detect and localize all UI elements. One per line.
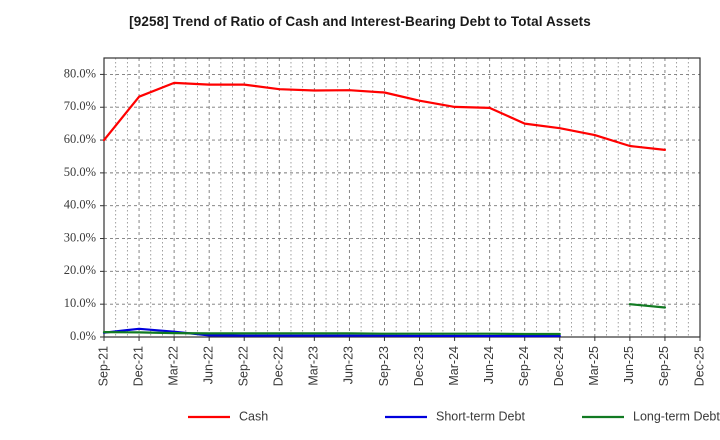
x-axis-tick-label: Sep-21 bbox=[96, 346, 110, 386]
x-axis-tick-label: Dec-25 bbox=[692, 346, 706, 386]
x-axis-tick-label: Sep-23 bbox=[377, 346, 391, 386]
x-axis-tick-label: Dec-22 bbox=[272, 346, 286, 386]
x-axis-tick-label: Jun-23 bbox=[342, 346, 356, 384]
y-axis-tick-label: 0.0% bbox=[70, 329, 96, 343]
legend-label-short-term-debt: Short-term Debt bbox=[436, 409, 525, 423]
x-axis-tick-label: Dec-24 bbox=[552, 346, 566, 386]
legend-label-cash: Cash bbox=[239, 409, 268, 423]
x-axis-tick-label: Jun-24 bbox=[482, 346, 496, 384]
chart-title: [9258] Trend of Ratio of Cash and Intere… bbox=[129, 14, 591, 29]
x-axis-tick-label: Dec-21 bbox=[131, 346, 145, 386]
x-axis-tick-label: Mar-23 bbox=[307, 346, 321, 386]
y-axis-tick-label: 10.0% bbox=[64, 296, 96, 310]
y-axis-tick-label: 80.0% bbox=[64, 66, 96, 80]
x-axis-tick-label: Mar-24 bbox=[447, 346, 461, 386]
series-line-long-term-debt bbox=[102, 331, 561, 336]
y-axis-tick-label: 30.0% bbox=[64, 230, 96, 244]
legend-label-long-term-debt: Long-term Debt bbox=[633, 409, 720, 423]
x-axis-tick-label: Sep-22 bbox=[237, 346, 251, 386]
series-line-long-term-debt bbox=[628, 303, 666, 309]
x-axis-tick-label: Mar-22 bbox=[166, 346, 180, 386]
x-axis-tick-label: Dec-23 bbox=[412, 346, 426, 386]
x-axis-tick-label: Sep-24 bbox=[517, 346, 531, 386]
y-axis-tick-label: 20.0% bbox=[64, 263, 96, 277]
y-axis-tick-label: 70.0% bbox=[64, 99, 96, 113]
y-axis-tick-label: 60.0% bbox=[64, 132, 96, 146]
x-axis-tick-label: Sep-25 bbox=[657, 346, 671, 386]
series-line-cash bbox=[102, 81, 666, 151]
y-axis-tick-label: 50.0% bbox=[64, 165, 96, 179]
y-axis-tick-label: 40.0% bbox=[64, 198, 96, 212]
x-axis-tick-label: Jun-25 bbox=[622, 346, 636, 384]
x-axis-tick-label: Jun-22 bbox=[201, 346, 215, 384]
x-axis-tick-label: Mar-25 bbox=[587, 346, 601, 386]
plot-frame bbox=[103, 57, 701, 338]
